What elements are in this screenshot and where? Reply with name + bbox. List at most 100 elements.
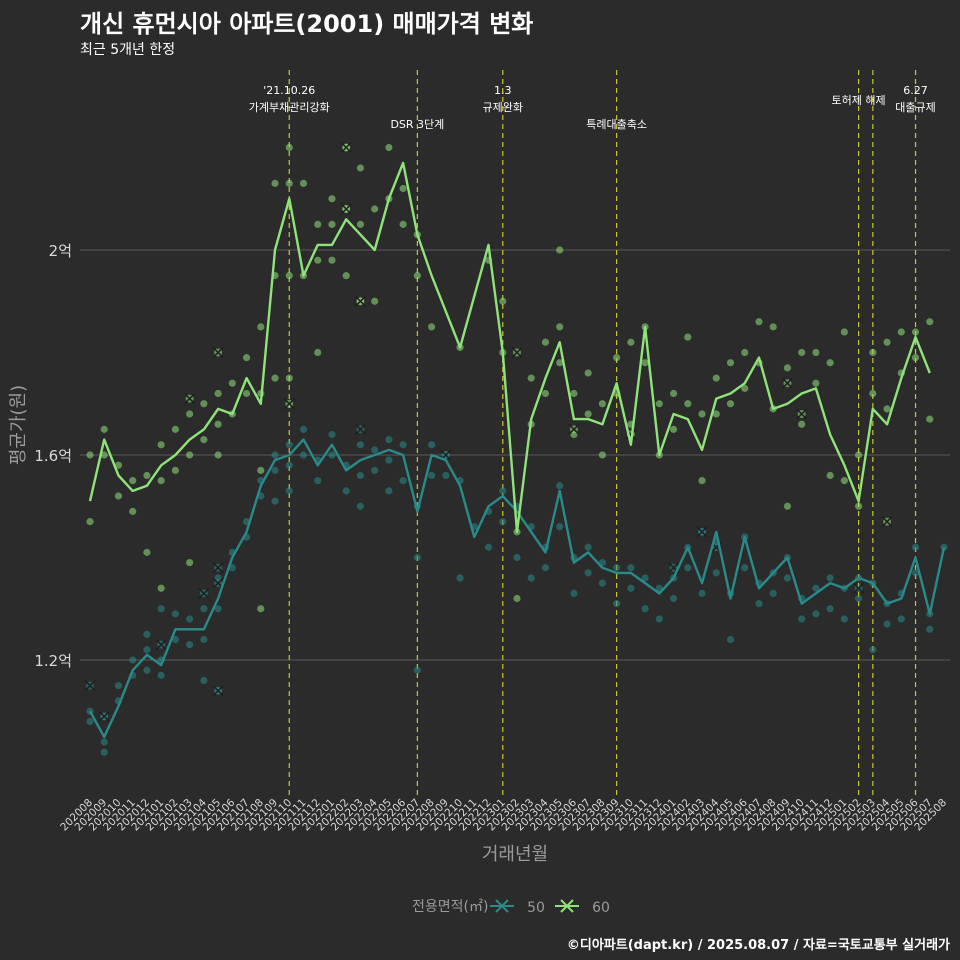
transaction-dot-60 xyxy=(314,256,322,264)
transaction-dot-60 xyxy=(911,328,920,336)
transaction-dot-50 xyxy=(855,594,863,603)
transaction-dot-60 xyxy=(399,220,407,228)
chart-subtitle: 최근 5개년 한정 xyxy=(80,42,176,58)
transaction-dot-50 xyxy=(570,589,578,597)
transaction-dot-60 xyxy=(541,338,550,346)
transaction-dot-60 xyxy=(371,297,379,305)
transaction-dot-60 xyxy=(356,220,365,228)
transaction-dot-60 xyxy=(186,451,194,459)
transaction-dot-60 xyxy=(755,318,763,326)
transaction-dot-60 xyxy=(840,328,848,336)
transaction-dot-50 xyxy=(712,569,720,577)
transaction-dot-50 xyxy=(299,451,308,459)
transaction-dot-60 xyxy=(428,323,436,331)
transaction-dot-60 xyxy=(385,143,393,152)
transaction-dot-50 xyxy=(100,738,108,746)
transaction-dot-60 xyxy=(669,389,678,398)
transaction-dot-60 xyxy=(926,318,934,326)
event-label: 토허제 해제 xyxy=(832,93,886,107)
event-label-line: 가계부채관리강화 xyxy=(249,101,330,114)
transaction-dot-50 xyxy=(114,682,123,690)
transaction-dot-60 xyxy=(783,502,792,510)
transaction-dot-50 xyxy=(186,641,194,649)
transaction-dot-60 xyxy=(100,451,108,459)
transaction-dot-50 xyxy=(499,487,507,495)
transaction-dot-60 xyxy=(726,359,735,367)
event-label-line: 1.3 xyxy=(494,84,512,97)
transaction-dot-60 xyxy=(669,425,678,433)
transaction-dot-60 xyxy=(855,502,863,510)
transaction-dot-50 xyxy=(541,564,550,572)
transaction-dot-60 xyxy=(157,441,165,449)
transaction-dot-50 xyxy=(328,430,336,439)
transaction-dot-60 xyxy=(114,492,123,500)
transaction-dot-50 xyxy=(641,574,649,582)
x-axis-title: 거래년월 xyxy=(482,844,548,865)
transaction-dot-50 xyxy=(399,477,407,485)
transaction-dot-50 xyxy=(556,523,564,531)
transaction-dot-60 xyxy=(186,559,194,567)
transaction-dot-60 xyxy=(499,297,507,305)
transaction-dot-50 xyxy=(356,502,365,510)
legend-key-mark-60 xyxy=(560,899,574,913)
transaction-dot-50 xyxy=(143,666,151,674)
transaction-dot-60 xyxy=(613,354,621,362)
transaction-dot-50 xyxy=(356,441,365,449)
transaction-dot-50 xyxy=(285,441,293,449)
transaction-dot-50 xyxy=(940,543,948,551)
event-label-line: 토허제 해제 xyxy=(832,93,886,107)
transaction-dot-60 xyxy=(356,164,365,172)
transaction-dot-60 xyxy=(769,323,777,331)
cancelled-mark-60 xyxy=(781,377,793,389)
transaction-dot-60 xyxy=(627,338,635,346)
transaction-dot-60 xyxy=(86,518,94,526)
transaction-dot-50 xyxy=(385,487,393,495)
transaction-dot-50 xyxy=(812,584,820,592)
event-label-line: 6.27 xyxy=(903,84,928,97)
event-label-line: '21.10.26 xyxy=(263,84,315,97)
cancelled-mark-60 xyxy=(340,203,352,215)
series-line-50 xyxy=(88,438,946,739)
transaction-dot-50 xyxy=(200,676,208,685)
transaction-dot-60 xyxy=(812,348,820,357)
y-tick-label: 1.2억 xyxy=(34,652,72,670)
transaction-dot-60 xyxy=(114,461,123,469)
transaction-dot-50 xyxy=(285,461,293,469)
transaction-dot-60 xyxy=(897,328,905,336)
transaction-dot-60 xyxy=(271,179,279,187)
transaction-dot-60 xyxy=(257,605,265,613)
transaction-dot-60 xyxy=(798,420,806,428)
transaction-dot-60 xyxy=(584,410,592,418)
transaction-dot-50 xyxy=(413,666,421,674)
transaction-dot-50 xyxy=(598,579,607,587)
transaction-dot-60 xyxy=(257,323,265,331)
legend-label-60: 60 xyxy=(592,900,610,916)
cancelled-mark-60 xyxy=(796,408,808,420)
transaction-dot-60 xyxy=(143,548,151,556)
transaction-dot-60 xyxy=(883,405,891,413)
transaction-dot-50 xyxy=(783,574,792,582)
transaction-dot-60 xyxy=(257,466,265,474)
transaction-dot-50 xyxy=(641,605,649,613)
cancelled-mark-50 xyxy=(853,582,865,594)
y-tick-label: 2억 xyxy=(49,242,72,260)
transaction-dot-50 xyxy=(556,482,564,490)
transaction-dot-50 xyxy=(826,574,834,582)
cancelled-mark-60 xyxy=(354,295,366,307)
transaction-dot-60 xyxy=(342,272,350,280)
transaction-dot-50 xyxy=(669,594,678,603)
legend-label-50: 50 xyxy=(527,900,545,916)
transaction-dot-60 xyxy=(855,451,863,459)
transaction-dot-50 xyxy=(613,600,621,608)
transaction-dot-50 xyxy=(299,425,308,433)
transaction-dot-50 xyxy=(413,553,421,562)
transaction-dot-60 xyxy=(200,400,208,408)
event-label-line: 특례대출축소 xyxy=(586,118,647,131)
transaction-dot-50 xyxy=(527,574,535,582)
transaction-dot-60 xyxy=(826,471,834,480)
transaction-dot-50 xyxy=(911,569,920,577)
transaction-dot-60 xyxy=(242,354,251,362)
transaction-dot-60 xyxy=(570,389,578,398)
